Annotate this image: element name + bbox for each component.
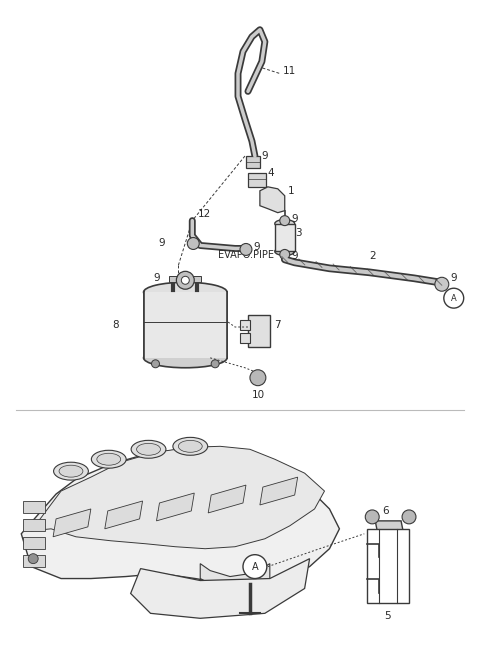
Ellipse shape [131, 440, 166, 459]
Bar [275, 224, 295, 251]
Bar [248, 315, 270, 347]
Polygon shape [260, 187, 285, 213]
Circle shape [444, 288, 464, 308]
Circle shape [211, 359, 219, 368]
Circle shape [365, 510, 379, 524]
Circle shape [28, 554, 38, 564]
Ellipse shape [137, 443, 160, 455]
Circle shape [280, 249, 290, 259]
Circle shape [243, 555, 267, 579]
Text: A: A [252, 562, 258, 571]
Bar [193, 276, 201, 282]
Text: 9: 9 [292, 251, 299, 262]
Text: 10: 10 [252, 390, 264, 400]
Circle shape [435, 277, 449, 291]
Bar [246, 156, 260, 168]
Text: 8: 8 [112, 320, 119, 330]
Bar [23, 519, 45, 531]
Ellipse shape [144, 282, 227, 302]
Bar [23, 537, 45, 548]
Text: 12: 12 [198, 209, 212, 218]
Polygon shape [105, 501, 143, 529]
Text: 9: 9 [253, 243, 260, 253]
Ellipse shape [59, 465, 83, 477]
Bar [367, 529, 409, 604]
Circle shape [176, 272, 194, 289]
Ellipse shape [97, 453, 120, 465]
Ellipse shape [91, 450, 126, 468]
Polygon shape [260, 477, 298, 505]
Polygon shape [53, 509, 91, 537]
Ellipse shape [54, 462, 88, 480]
Bar [144, 292, 227, 358]
Text: 6: 6 [382, 506, 389, 516]
Ellipse shape [275, 220, 295, 228]
Ellipse shape [144, 348, 227, 368]
Text: 1: 1 [288, 186, 294, 195]
Text: 9: 9 [292, 214, 299, 224]
Text: 11: 11 [283, 66, 296, 77]
Text: EVAPO.PIPE: EVAPO.PIPE [218, 251, 274, 260]
Text: 7: 7 [274, 320, 280, 330]
Text: 3: 3 [295, 228, 301, 237]
Circle shape [187, 237, 199, 249]
Text: 9: 9 [451, 274, 457, 283]
Circle shape [280, 216, 290, 226]
Circle shape [240, 243, 252, 255]
Bar [23, 501, 45, 513]
Circle shape [402, 510, 416, 524]
Ellipse shape [179, 440, 202, 452]
Polygon shape [21, 447, 339, 586]
Text: 2: 2 [369, 251, 376, 262]
Bar [240, 320, 250, 330]
Text: 4: 4 [268, 168, 275, 178]
Bar [23, 555, 45, 567]
Polygon shape [200, 564, 270, 594]
Polygon shape [156, 493, 194, 521]
Circle shape [181, 276, 189, 284]
Polygon shape [131, 559, 310, 619]
Polygon shape [31, 446, 324, 548]
Circle shape [250, 370, 266, 386]
Bar [248, 173, 266, 187]
Text: 9: 9 [154, 274, 160, 283]
Polygon shape [375, 521, 403, 531]
Ellipse shape [173, 438, 208, 455]
Ellipse shape [275, 247, 295, 255]
Text: 9: 9 [262, 151, 268, 161]
Polygon shape [208, 485, 246, 513]
Text: 5: 5 [384, 611, 390, 621]
Bar [169, 276, 178, 282]
Circle shape [152, 359, 159, 368]
Text: 9: 9 [159, 239, 166, 249]
Text: A: A [451, 294, 456, 302]
Bar [240, 333, 250, 343]
